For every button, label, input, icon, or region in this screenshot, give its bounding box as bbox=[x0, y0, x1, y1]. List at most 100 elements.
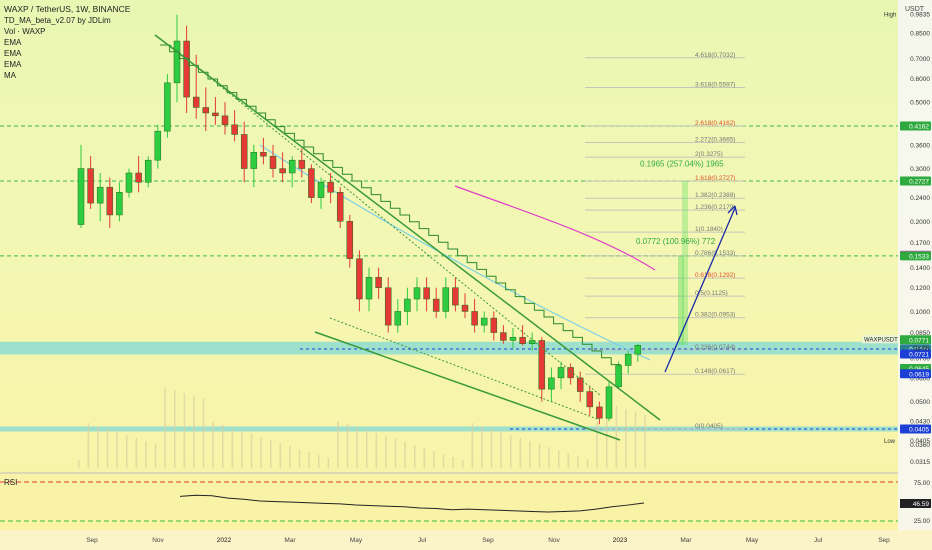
candle-body-16 bbox=[231, 124, 238, 135]
current-price-value: 0.0771 bbox=[909, 337, 929, 344]
indicator-ema-3[interactable]: EMA bbox=[4, 60, 22, 69]
indicator-ema-2[interactable]: EMA bbox=[4, 49, 22, 58]
price-badge-9 bbox=[900, 424, 931, 434]
volume-bar-34 bbox=[404, 442, 406, 468]
volume-bar-58 bbox=[634, 412, 637, 468]
volume-bar-24 bbox=[308, 452, 310, 468]
volume-bar-13 bbox=[202, 399, 205, 468]
candle-body-48 bbox=[538, 340, 546, 390]
volume-bar-16 bbox=[231, 428, 234, 468]
indicator-ma[interactable]: MA bbox=[4, 71, 16, 80]
candle-body-26 bbox=[327, 182, 334, 193]
candle-body-10 bbox=[173, 40, 181, 84]
time-tick-5: Jul bbox=[418, 537, 427, 544]
fib-label-12: 0.382(0.0953) bbox=[695, 312, 735, 319]
volume-bar-25 bbox=[318, 455, 320, 468]
projection-label-1: 0.1965 (257.04%) 1965 bbox=[640, 159, 724, 168]
volume-bar-20 bbox=[270, 440, 272, 468]
volume-bar-28 bbox=[346, 424, 349, 468]
price-tick-16: 0.0500 bbox=[910, 399, 930, 406]
candle-body-7 bbox=[144, 159, 152, 183]
wedge-upper bbox=[154, 34, 661, 421]
time-tick-2: 2022 bbox=[217, 537, 232, 544]
price-badge-8 bbox=[900, 369, 931, 379]
candle-body-54 bbox=[596, 406, 603, 419]
price-tick-9: 0.1700 bbox=[910, 240, 930, 247]
fib-label-7: 1.236(0.2179) bbox=[695, 204, 735, 211]
volume-bar-48 bbox=[538, 444, 541, 468]
price-tag-symbol: WAXPUSDT bbox=[864, 337, 898, 343]
time-tick-6: Sep bbox=[482, 537, 494, 544]
price-tick-11: 0.1200 bbox=[910, 285, 930, 292]
price-tick-15: 0.0600 bbox=[910, 375, 930, 382]
candle-body-1 bbox=[87, 168, 94, 204]
time-tick-10: May bbox=[746, 537, 759, 544]
price-tick-0: 0.8500 bbox=[910, 31, 930, 38]
candle-body-44 bbox=[500, 332, 507, 341]
volume-bar-18 bbox=[250, 434, 253, 468]
candle-body-25 bbox=[317, 182, 325, 198]
volume-bar-59 bbox=[644, 415, 646, 468]
time-tick-0: Sep bbox=[86, 537, 98, 544]
fib-label-14: 0.148(0.0617) bbox=[695, 368, 735, 375]
wedge-lower-dotted bbox=[329, 317, 601, 421]
candle-body-50 bbox=[557, 367, 565, 379]
price-tick-6: 0.3000 bbox=[910, 166, 930, 173]
wedge-lower bbox=[314, 331, 621, 441]
projection-label-2: 0.0772 (100.96%) 772 bbox=[636, 237, 716, 246]
wedge-upper-dotted bbox=[169, 44, 601, 396]
ma-line-blue bbox=[259, 144, 651, 361]
candle-body-21 bbox=[279, 168, 286, 174]
volume-bar-31 bbox=[375, 433, 378, 468]
price-badge-label-0: 0.4162 bbox=[909, 123, 929, 130]
price-badge-1 bbox=[900, 176, 931, 186]
time-tick-11: Jul bbox=[814, 537, 823, 544]
candle-body-52 bbox=[576, 377, 584, 392]
time-tick-4: May bbox=[350, 537, 363, 544]
volume-bar-10 bbox=[174, 390, 176, 468]
candle-body-30 bbox=[365, 277, 373, 300]
volume-bar-47 bbox=[529, 441, 531, 468]
candle-body-20 bbox=[269, 155, 277, 169]
price-tick-1: 0.7000 bbox=[910, 56, 930, 63]
volume-bar-49 bbox=[548, 447, 550, 468]
volume-bar-2 bbox=[97, 426, 99, 468]
rsi-label[interactable]: RSI bbox=[4, 478, 18, 487]
volume-bar-22 bbox=[289, 446, 291, 468]
price-badge-label-3: 0.1533 bbox=[909, 253, 929, 260]
volume-bar-41 bbox=[471, 423, 474, 468]
candle-body-28 bbox=[346, 221, 354, 259]
indicator-ema-1[interactable]: EMA bbox=[4, 38, 22, 47]
candle-body-55 bbox=[605, 386, 613, 419]
price-axis-panel bbox=[898, 0, 932, 550]
volume-bar-45 bbox=[510, 435, 512, 468]
candle-body-19 bbox=[260, 152, 267, 157]
price-badge-6 bbox=[900, 349, 931, 359]
volume-bar-56 bbox=[615, 406, 618, 468]
candle-body-41 bbox=[471, 311, 478, 326]
fib-label-4: 2(0.3275) bbox=[695, 151, 723, 158]
fib-label-0: 4.618(0.7032) bbox=[695, 52, 735, 59]
currency-unit: USDT bbox=[905, 6, 925, 13]
candle-body-58 bbox=[634, 345, 642, 355]
candle-body-46 bbox=[519, 336, 526, 344]
time-tick-7: Nov bbox=[548, 537, 560, 544]
price-tick-5: 0.3600 bbox=[910, 142, 930, 149]
candle-body-53 bbox=[586, 391, 594, 408]
indicator-td-ma[interactable]: TD_MA_beta_v2.07 by JDLim bbox=[4, 16, 111, 25]
volume-bar-44 bbox=[500, 432, 502, 468]
indicator-volume[interactable]: Vol · WAXP bbox=[4, 27, 46, 36]
volume-bar-23 bbox=[298, 449, 301, 468]
candle-body-40 bbox=[461, 304, 469, 312]
volume-bar-51 bbox=[567, 453, 570, 468]
symbol-title[interactable]: WAXP / TetherUS, 1W, BINANCE bbox=[4, 4, 131, 14]
candle-body-49 bbox=[548, 377, 555, 390]
rsi-value-badge bbox=[900, 499, 931, 508]
rsi-upper-label: 75.00 bbox=[914, 480, 931, 487]
fib-label-1: 3.618(0.5597) bbox=[695, 81, 735, 88]
candle-body-33 bbox=[394, 311, 402, 326]
volume-bar-32 bbox=[385, 436, 387, 468]
candle-body-35 bbox=[413, 287, 421, 300]
